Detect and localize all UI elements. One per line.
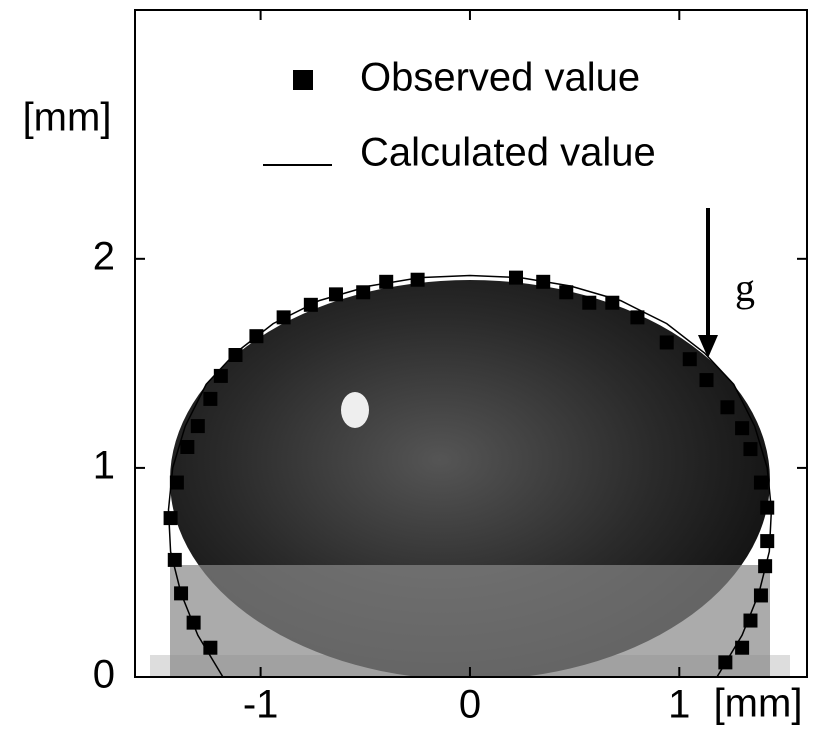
- observed-point: [683, 352, 697, 366]
- y-axis-label: [mm]: [23, 96, 112, 140]
- observed-point: [720, 400, 734, 414]
- photo-background: [150, 280, 790, 680]
- legend-label: Calculated value: [360, 131, 656, 175]
- chart: Observed value Calculated value g [mm] […: [0, 0, 817, 733]
- observed-point: [187, 616, 201, 630]
- observed-point: [228, 348, 242, 362]
- observed-point: [191, 419, 205, 433]
- observed-point: [760, 534, 774, 548]
- x-axis-label: [mm]: [714, 682, 803, 726]
- observed-point: [760, 501, 774, 515]
- y-tick-label: 0: [93, 653, 115, 697]
- observed-point: [203, 392, 217, 406]
- annotation: g: [735, 265, 755, 310]
- observed-point: [754, 476, 768, 490]
- observed-point: [700, 373, 714, 387]
- y-tick-label: 1: [93, 443, 115, 487]
- observed-point: [630, 310, 644, 324]
- observed-point: [559, 285, 573, 299]
- x-tick-label: 0: [459, 683, 481, 727]
- observed-point: [743, 442, 757, 456]
- legend-marker: [293, 70, 313, 90]
- observed-point: [180, 440, 194, 454]
- observed-point: [277, 310, 291, 324]
- observed-point: [660, 335, 674, 349]
- observed-point: [735, 421, 749, 435]
- observed-point: [214, 369, 228, 383]
- observed-point: [411, 273, 425, 287]
- y-tick-label: 2: [93, 234, 115, 278]
- x-tick-label: 1: [668, 683, 690, 727]
- observed-point: [168, 553, 182, 567]
- x-tick-label: -1: [243, 683, 279, 727]
- observed-point: [164, 511, 178, 525]
- legend-label: Observed value: [360, 56, 640, 100]
- observed-point: [582, 296, 596, 310]
